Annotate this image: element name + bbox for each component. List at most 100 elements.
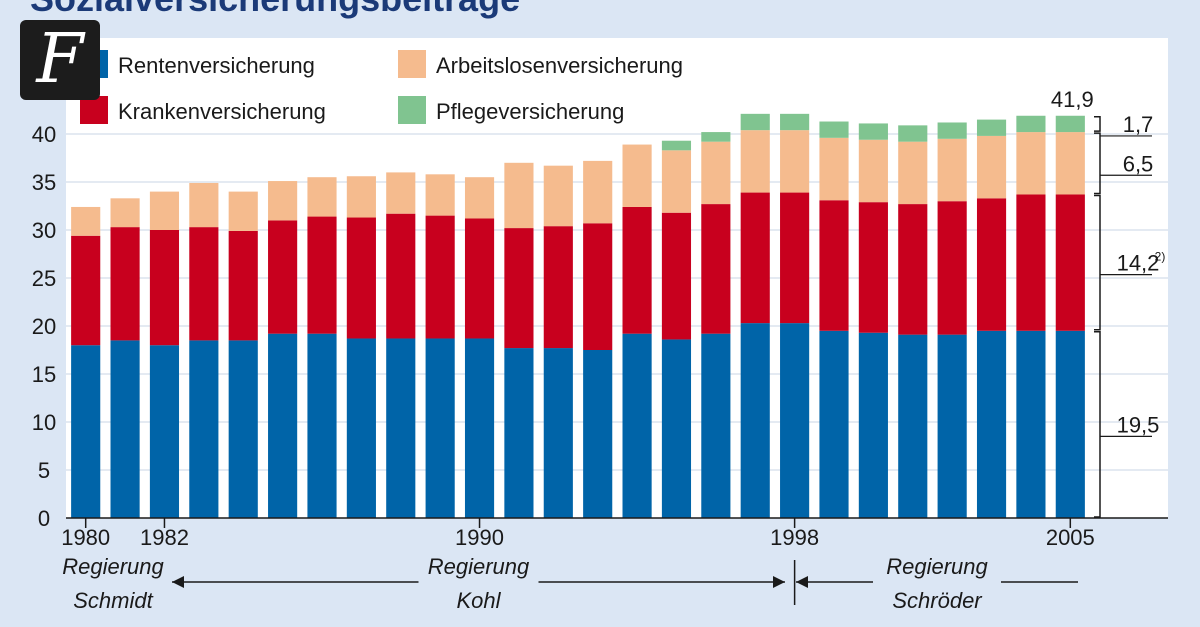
bar-segment	[504, 228, 534, 349]
legend-swatch	[80, 96, 108, 124]
bar-segment	[425, 215, 455, 339]
legend-label: Pflegeversicherung	[436, 99, 624, 124]
y-tick-label: 20	[32, 314, 56, 339]
x-tick-label: 2005	[1046, 525, 1095, 550]
bar-segment	[583, 223, 613, 350]
bar-segment	[1016, 115, 1046, 133]
legend-label: Krankenversicherung	[118, 99, 326, 124]
bar-segment	[71, 206, 101, 236]
bar-segment	[819, 200, 849, 331]
legend-swatch	[398, 50, 426, 78]
bar-segment	[898, 141, 928, 205]
y-tick-label: 15	[32, 362, 56, 387]
bar-segment	[622, 206, 652, 334]
y-tick-label: 0	[38, 506, 50, 531]
bar-segment	[268, 333, 298, 518]
bar-segment	[780, 113, 810, 131]
chart-title: Sozialversicherungsbeiträge	[30, 0, 520, 20]
bar-segment	[819, 137, 849, 201]
total-label: 41,9	[1051, 87, 1094, 112]
government-label-bg	[873, 552, 1001, 610]
bar-segment	[228, 340, 258, 518]
bar-segment	[1055, 115, 1085, 133]
government-label: Regierung	[886, 554, 988, 579]
bar-segment	[976, 198, 1007, 331]
bar-segment	[740, 130, 770, 193]
bar-segment	[1016, 194, 1046, 331]
bar-segment	[464, 338, 495, 518]
bar-segment	[189, 227, 219, 341]
logo-letter: F	[36, 20, 84, 99]
bar-segment	[543, 226, 573, 349]
bar-segment	[1016, 132, 1046, 195]
faz-logo-icon: F	[20, 20, 100, 100]
value-bracket	[1094, 116, 1101, 132]
government-label-bg	[418, 552, 539, 610]
government-label-bg	[48, 552, 178, 610]
bar-segment	[425, 338, 455, 518]
bar-segment	[858, 139, 888, 203]
bar-segment	[740, 192, 770, 324]
bar-segment	[307, 216, 337, 334]
bar-segment	[937, 334, 967, 518]
y-tick-label: 25	[32, 266, 56, 291]
bar-segment	[740, 323, 770, 518]
bracket-label: 6,5	[1123, 151, 1154, 176]
legend-label: Rentenversicherung	[118, 53, 315, 78]
bar-segment	[464, 177, 495, 219]
y-tick-label: 35	[32, 170, 56, 195]
bracket-label: 1,7	[1123, 112, 1154, 137]
bar-segment	[937, 138, 967, 202]
bar-segment	[780, 130, 810, 193]
bar-segment	[149, 230, 180, 346]
bar-segment	[701, 204, 731, 334]
bracket-label: 19,5	[1117, 412, 1160, 437]
bar-segment	[819, 121, 849, 138]
bar-segment	[110, 198, 140, 228]
bar-segment	[976, 330, 1007, 518]
x-tick-label: 1998	[770, 525, 819, 550]
bar-segment	[189, 182, 219, 228]
bar-segment	[622, 333, 652, 518]
bracket-label: 14,2	[1117, 251, 1160, 276]
bar-segment	[583, 350, 613, 518]
bar-segment	[268, 181, 298, 221]
bar-segment	[583, 160, 613, 224]
bar-segment	[71, 345, 101, 518]
bar-segment	[937, 122, 967, 139]
bar-segment	[149, 191, 180, 230]
x-tick-label: 1982	[140, 525, 189, 550]
bar-segment	[386, 172, 416, 214]
bar-segment	[858, 202, 888, 333]
bar-segment	[425, 174, 455, 216]
bar-segment	[307, 177, 337, 217]
bar-segment	[858, 123, 888, 140]
bar-segment	[543, 165, 573, 227]
value-bracket	[1094, 132, 1101, 195]
bar-segment	[780, 323, 810, 518]
bar-segment	[780, 192, 810, 324]
x-tick-label: 1980	[61, 525, 110, 550]
bar-segment	[1016, 330, 1046, 518]
x-tick-label: 1990	[455, 525, 504, 550]
bar-segment	[858, 332, 888, 518]
bar-segment	[661, 150, 692, 213]
value-bracket	[1094, 331, 1101, 518]
bar-segment	[701, 141, 731, 205]
bar-segment	[976, 135, 1007, 199]
bar-segment	[228, 191, 258, 231]
bar-segment	[307, 333, 337, 518]
bar-segment	[937, 201, 967, 335]
government-label: Regierung	[428, 554, 530, 579]
bar-segment	[386, 338, 416, 518]
arrow-head-icon	[796, 576, 808, 588]
bar-segment	[701, 132, 731, 142]
government-name: Kohl	[456, 588, 501, 613]
bar-segment	[189, 340, 219, 518]
bar-segment	[543, 348, 573, 518]
legend-label: Arbeitslosenversicherung	[436, 53, 683, 78]
bar-segment	[819, 330, 849, 518]
bar-segment	[346, 217, 376, 339]
bar-segment	[149, 345, 180, 518]
bar-segment	[1055, 194, 1085, 331]
